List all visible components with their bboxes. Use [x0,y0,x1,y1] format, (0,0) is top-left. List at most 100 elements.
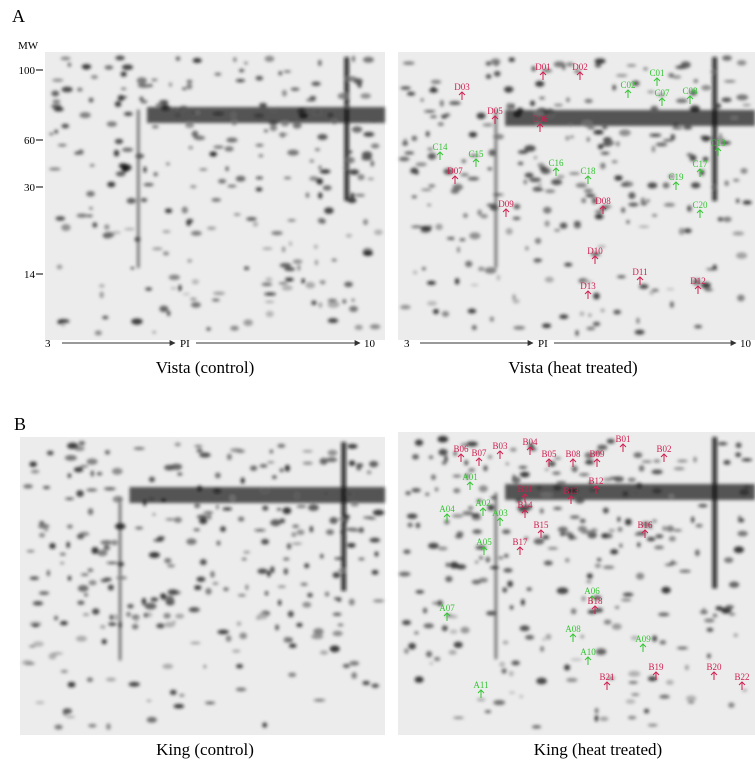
gel-blob [439,99,444,107]
pi-start: 3 [404,338,410,350]
gel-blob [570,658,582,661]
gel-blob [220,526,226,533]
spot-arrow [652,671,660,680]
gel-blob [342,519,348,524]
spot-label: C08 [682,86,698,96]
gel-blob [583,188,593,193]
gel-blob [613,309,622,315]
gel-blob [683,228,692,234]
gel-blob [223,587,229,592]
gel-blob [279,262,292,268]
spot-label: B05 [541,449,557,459]
gel-blob [533,538,545,545]
gel-blob [114,523,126,530]
spot-label: B17 [512,537,528,547]
gel-blob [511,660,520,666]
gel-blob [218,179,227,184]
gel-blob [66,442,79,450]
gel-blob [213,291,225,295]
gel-blob [135,526,144,530]
gel-blob [736,198,740,203]
spot-arrow [472,158,480,167]
gel-blob [337,92,349,100]
gel-blob [622,491,629,497]
gel-streak [129,487,385,503]
gel-blob [423,623,434,629]
caption: Vista (heat treated) [508,358,637,377]
gel-blob [279,518,286,524]
gel-blob [662,139,674,142]
gel-blob [57,144,67,147]
gel-blob [602,565,615,569]
gel-blob [44,528,49,532]
spot-label: D10 [587,246,603,256]
gel-blob [475,560,479,564]
gel-blob [270,566,275,574]
gel-blob [735,452,742,458]
gel-blob [51,652,64,655]
gel-blob [461,159,466,163]
gel-blob [464,473,470,480]
gel-blob [240,477,245,484]
gel-blob [225,166,229,172]
gel-blob [296,622,303,628]
gel-blob [702,608,706,611]
gel-blob [736,252,748,259]
gel-blob [100,578,110,583]
gel-blob [489,204,499,211]
gel-blob [508,670,514,677]
gel-blob [148,551,160,559]
gel-blob [715,606,723,611]
gel-blob [566,678,578,683]
spot-arrow [619,443,627,452]
gel-blob [373,599,385,603]
gel-blob [559,532,566,536]
gel-background [398,432,755,735]
spot-arrow [443,612,451,621]
gel-blob [482,123,494,127]
gel-blob [186,538,197,545]
gel-blob [164,208,173,214]
spot-arrow [496,450,504,459]
gel-blob [614,175,623,181]
gel-streak [494,109,498,268]
gel-blob [594,707,599,714]
gel-blob [425,492,430,496]
gel-blob [687,701,695,704]
gel-blob [476,698,486,702]
gel-blob [318,165,322,170]
gel-blob [275,624,280,631]
gel-blob [264,55,275,62]
gel [398,52,755,340]
gel-blob [178,284,182,292]
gel-blob [488,149,496,157]
gel-blob [258,154,263,157]
gel-blob [279,468,284,473]
gel-blob [304,563,310,569]
gel-blob [49,132,54,136]
gel-blob [334,557,343,560]
gel-blob [502,587,508,593]
gel-blob [437,546,448,551]
gel-blob [262,505,269,511]
gel-blob [476,498,483,503]
gel-blob [414,676,424,683]
gel-blob [653,459,661,463]
gel-blob [77,600,85,605]
gel-blob [239,632,248,640]
spot-label: B07 [471,448,487,458]
gel-blob [173,516,182,523]
gel-blob [669,494,674,498]
gel-blob [711,185,716,190]
gel-blob [121,147,134,152]
gel-blob [631,80,640,87]
spot-arrow [592,485,600,494]
gel-blob [717,217,724,222]
spot-label: C02 [620,80,635,90]
gel-blob [35,701,45,705]
gel-blob [206,327,211,331]
gel-blob [633,452,643,458]
gel-blob [467,506,474,510]
gel-blob [580,635,584,639]
gel-blob [114,138,124,145]
